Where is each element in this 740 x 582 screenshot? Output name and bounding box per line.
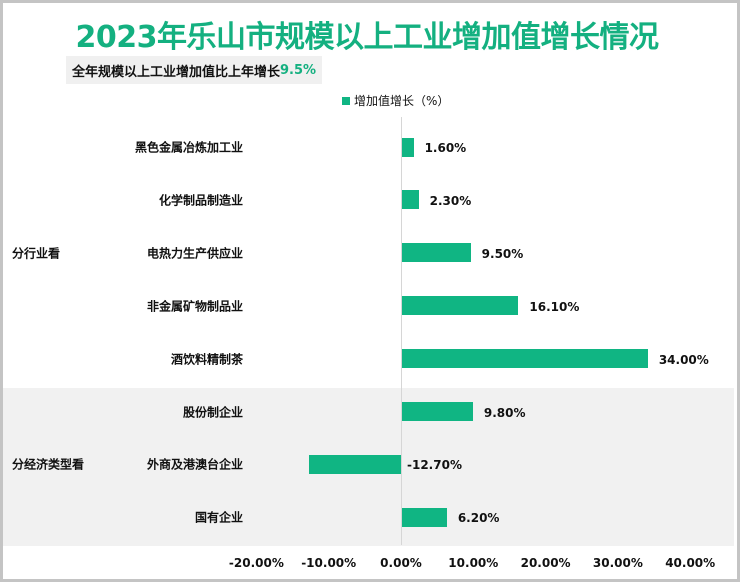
data-label: 6.20%	[457, 511, 500, 526]
x-tick-label: 20.00%	[520, 556, 571, 570]
data-label: -12.70%	[407, 458, 462, 473]
subtitle-box: 全年规模以上工业增加值比上年增长 9.5%	[66, 56, 323, 84]
bar	[402, 243, 471, 263]
data-label: 2.30%	[429, 193, 472, 208]
category-label: 非金属矿物制品业	[146, 299, 243, 314]
legend-swatch-icon	[342, 96, 350, 105]
category-label: 国有企业	[194, 510, 243, 525]
bar	[402, 349, 648, 369]
group-label-industry: 分行业看	[12, 246, 61, 261]
bar	[402, 507, 447, 527]
bar	[309, 454, 401, 474]
data-label: 16.10%	[529, 299, 580, 314]
data-label: 9.50%	[481, 246, 524, 261]
category-label: 外商及港澳台企业	[146, 457, 243, 472]
legend: 增加值增长（%）	[342, 92, 449, 109]
x-tick-label: 10.00%	[448, 556, 499, 570]
category-label: 化学制品制造业	[158, 193, 243, 208]
legend-label: 增加值增长（%）	[354, 94, 450, 108]
chart-title: 2023年乐山市规模以上工业增加值增长情况	[75, 20, 660, 55]
bar	[402, 190, 419, 210]
subtitle-text: 全年规模以上工业增加值比上年增长	[72, 64, 281, 80]
x-tick-label: 40.00%	[665, 556, 716, 570]
x-tick-label: 0.00%	[380, 556, 422, 570]
bar	[402, 402, 473, 421]
x-tick-label: 30.00%	[592, 556, 643, 570]
x-tick-label: -20.00%	[228, 556, 284, 570]
subtitle-value: 9.5%	[280, 62, 317, 78]
group-label-economic-type: 分经济类型看	[12, 457, 85, 472]
data-label: 34.00%	[658, 352, 709, 367]
zero-axis-line	[401, 117, 402, 545]
data-label: 9.80%	[483, 405, 526, 420]
category-label: 股份制企业	[182, 405, 243, 419]
category-label: 酒饮料精制茶	[170, 352, 243, 367]
category-label: 黑色金属冶炼加工业	[134, 140, 243, 155]
bar	[402, 296, 519, 316]
category-label: 电热力生产供应业	[146, 246, 243, 261]
bar	[402, 137, 414, 157]
data-label: 1.60%	[424, 141, 467, 155]
x-tick-label: -10.00%	[301, 556, 357, 570]
